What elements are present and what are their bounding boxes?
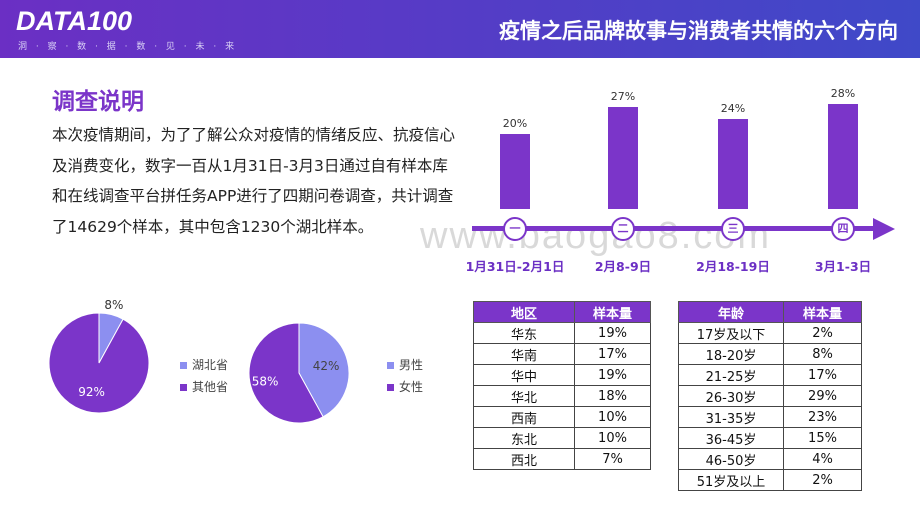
timeline-bar-label: 27% — [610, 90, 636, 104]
age-value-cell: 17% — [783, 364, 862, 386]
pie-slice — [248, 322, 324, 424]
brand-logo: DATA100 — [16, 6, 133, 36]
region-value-cell: 7% — [574, 448, 651, 470]
gender-pie-chart: 42% 58% — [248, 322, 350, 424]
age-header: 年龄 — [678, 301, 784, 323]
gender-legend: 男性 女性 — [387, 350, 423, 402]
timeline-bar-label: 24% — [720, 101, 746, 115]
pie-label: 58% — [252, 375, 279, 389]
age-value-cell: 2% — [783, 469, 862, 491]
region-row: 西南 10% — [473, 406, 651, 428]
region-name-cell: 东北 — [473, 427, 575, 449]
timeline-bar-label: 20% — [502, 116, 528, 130]
timeline-node: 三 — [721, 217, 745, 241]
brand-slogan: 洞 · 察 · 数 · 据 · 数 · 见 · 未 · 来 — [18, 42, 238, 52]
page-title: 疫情之后品牌故事与消费者共情的六个方向 — [499, 19, 898, 43]
region-pie-chart: 8% 92% — [48, 298, 150, 414]
timeline-node: 四 — [831, 217, 855, 241]
age-name-cell: 17岁及以下 — [678, 322, 784, 344]
timeline-bar — [718, 118, 748, 209]
age-name-cell: 46-50岁 — [678, 448, 784, 470]
age-row: 18-20岁 8% — [678, 343, 862, 365]
age-row: 46-50岁 4% — [678, 448, 862, 470]
legend-swatch — [180, 384, 187, 391]
age-name-cell: 21-25岁 — [678, 364, 784, 386]
timeline-node: 一 — [503, 217, 527, 241]
age-row: 17岁及以下 2% — [678, 322, 862, 344]
region-name-cell: 西南 — [473, 406, 575, 428]
region-row: 华北 18% — [473, 385, 651, 407]
age-value-cell: 15% — [783, 427, 862, 449]
timeline-bar-label: 28% — [830, 86, 856, 100]
timeline-date: 2月18-19日 — [696, 259, 770, 274]
age-value-cell: 4% — [783, 448, 862, 470]
region-row: 华南 17% — [473, 343, 651, 365]
region-value-cell: 18% — [574, 385, 651, 407]
age-table: 年龄 样本量 17岁及以下 2% 18-20岁 8% 21-25岁 17% 26-30岁 29… — [678, 301, 862, 491]
age-name-cell: 31-35岁 — [678, 406, 784, 428]
timeline-node: 二 — [611, 217, 635, 241]
region-row: 西北 7% — [473, 448, 651, 470]
region-value-cell: 19% — [574, 364, 651, 386]
intro-paragraph: 本次疫情期间，为了了解公众对疫情的情绪反应、抗疫信心及消费变化，数字一百从1月3… — [52, 126, 456, 236]
pie-slice — [298, 322, 350, 418]
region-name-cell: 华中 — [473, 364, 575, 386]
timeline-bar — [828, 103, 858, 209]
region-header: 地区 — [473, 301, 575, 323]
age-value-cell: 8% — [783, 343, 862, 365]
region-table: 地区 样本量 华东 19% 华南 17% 华中 19% 华北 18% 西南 10% 东北 10% 西北 7… — [473, 301, 651, 470]
pie-label: 8% — [104, 298, 123, 312]
region-name-cell: 华北 — [473, 385, 575, 407]
region-value-cell: 17% — [574, 343, 651, 365]
timeline-date: 3月1-3日 — [814, 259, 872, 274]
region-row: 东北 10% — [473, 427, 651, 449]
age-row: 26-30岁 29% — [678, 385, 862, 407]
region-value-cell: 10% — [574, 406, 651, 428]
age-row: 36-45岁 15% — [678, 427, 862, 449]
watermark: www.baogao8.com — [420, 215, 772, 257]
section-heading: 调查说明 — [52, 89, 144, 115]
age-value-cell: 2% — [783, 322, 862, 344]
region-name-cell: 西北 — [473, 448, 575, 470]
region-row: 华东 19% — [473, 322, 651, 344]
timeline-arrow-icon — [873, 218, 895, 240]
age-name-cell: 36-45岁 — [678, 427, 784, 449]
legend-item-female: 女性 — [387, 372, 423, 402]
region-name-cell: 华东 — [473, 322, 575, 344]
region-value-cell: 10% — [574, 427, 651, 449]
region-name-cell: 华南 — [473, 343, 575, 365]
age-sample-header: 样本量 — [783, 301, 862, 323]
age-row: 31-35岁 23% — [678, 406, 862, 428]
pie-label: 92% — [78, 385, 105, 399]
timeline-bar — [500, 133, 530, 209]
legend-swatch — [387, 384, 394, 391]
region-sample-header: 样本量 — [574, 301, 651, 323]
timeline-line — [472, 226, 880, 231]
age-name-cell: 26-30岁 — [678, 385, 784, 407]
age-value-cell: 29% — [783, 385, 862, 407]
region-value-cell: 19% — [574, 322, 651, 344]
age-row: 51岁及以上 2% — [678, 469, 862, 491]
timeline-date: 2月8-9日 — [594, 259, 652, 274]
legend-item-male: 男性 — [387, 350, 423, 380]
pie-slice — [48, 312, 150, 414]
timeline-bar — [608, 107, 638, 209]
legend-swatch — [387, 362, 394, 369]
age-value-cell: 23% — [783, 406, 862, 428]
legend-swatch — [180, 362, 187, 369]
legend-item-other: 其他省 — [180, 372, 228, 402]
region-legend: 湖北省 其他省 — [180, 350, 228, 402]
survey-timeline: 20% 一 1月31日-2月1日 27% 二 2月8-9日 24% 三 2月18-19日 28% 四… — [450, 86, 910, 290]
legend-item-hubei: 湖北省 — [180, 350, 228, 380]
timeline-date: 1月31日-2月1日 — [465, 259, 565, 274]
region-row: 华中 19% — [473, 364, 651, 386]
age-name-cell: 18-20岁 — [678, 343, 784, 365]
pie-label: 42% — [313, 359, 340, 373]
header-bar: DATA100 洞 · 察 · 数 · 据 · 数 · 见 · 未 · 来 疫情… — [0, 0, 920, 58]
age-row: 21-25岁 17% — [678, 364, 862, 386]
age-name-cell: 51岁及以上 — [678, 469, 784, 491]
